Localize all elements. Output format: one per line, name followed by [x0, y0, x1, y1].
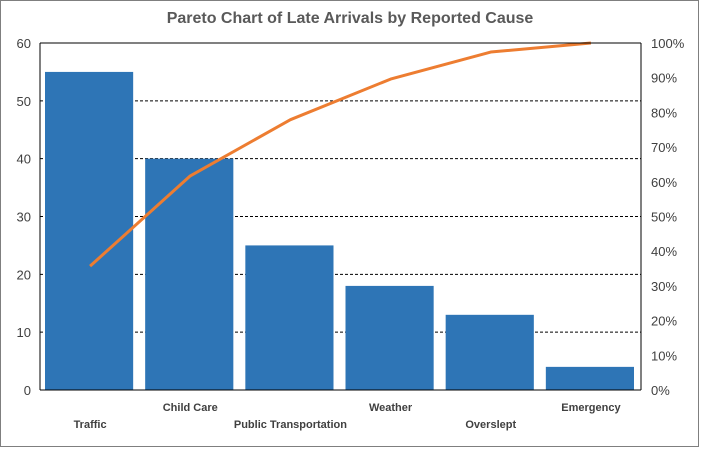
y2-tick-label-9: 90%	[651, 71, 677, 86]
y2-tick-label-0: 0%	[651, 383, 670, 398]
y2-tick-label-4: 40%	[651, 244, 677, 259]
y2-tick-label-6: 60%	[651, 175, 677, 190]
left-axis-ticks: 0 10 20 30 40 50 60	[17, 36, 31, 398]
bar-weather	[345, 285, 434, 390]
y2-tick-label-10: 100%	[651, 36, 685, 51]
bars	[45, 71, 634, 391]
bar-traffic	[45, 71, 134, 391]
y-tick-label-30: 30	[17, 210, 31, 225]
right-axis-ticks: 0% 10% 20% 30% 40% 50% 60% 70% 80% 90% 100%	[651, 36, 685, 398]
category-label-weather: Weather	[369, 402, 413, 414]
category-labels: Traffic Child Care Public Transportation We…	[74, 402, 622, 431]
chart-title: Pareto Chart of Late Arrivals by Reporte…	[167, 10, 534, 27]
bar-overslept	[445, 314, 534, 390]
y2-tick-label-1: 10%	[651, 348, 677, 363]
y2-tick-label-3: 30%	[651, 279, 677, 294]
y2-tick-label-2: 20%	[651, 314, 677, 329]
category-label-overslept: Overslept	[465, 419, 516, 431]
category-label-child-care: Child Care	[163, 402, 218, 414]
bar-public-transportation	[245, 245, 334, 390]
y-tick-label-40: 40	[17, 152, 31, 167]
category-label-emergency: Emergency	[561, 402, 621, 414]
y-tick-label-10: 10	[17, 325, 31, 340]
bar-emergency	[545, 366, 634, 390]
y2-tick-label-5: 50%	[651, 210, 677, 225]
axes	[39, 42, 642, 391]
y-tick-label-0: 0	[24, 383, 31, 398]
bar-child-care	[145, 158, 234, 390]
y-tick-label-20: 20	[17, 267, 31, 282]
category-label-public-transportation: Public Transportation	[234, 419, 347, 431]
y-tick-label-50: 50	[17, 94, 31, 109]
y-tick-label-60: 60	[17, 36, 31, 51]
y2-tick-label-8: 80%	[651, 105, 677, 120]
cumulative-line	[89, 41, 592, 268]
cumulative-line-path	[89, 41, 592, 268]
y2-tick-label-7: 70%	[651, 140, 677, 155]
category-label-traffic: Traffic	[74, 419, 107, 431]
